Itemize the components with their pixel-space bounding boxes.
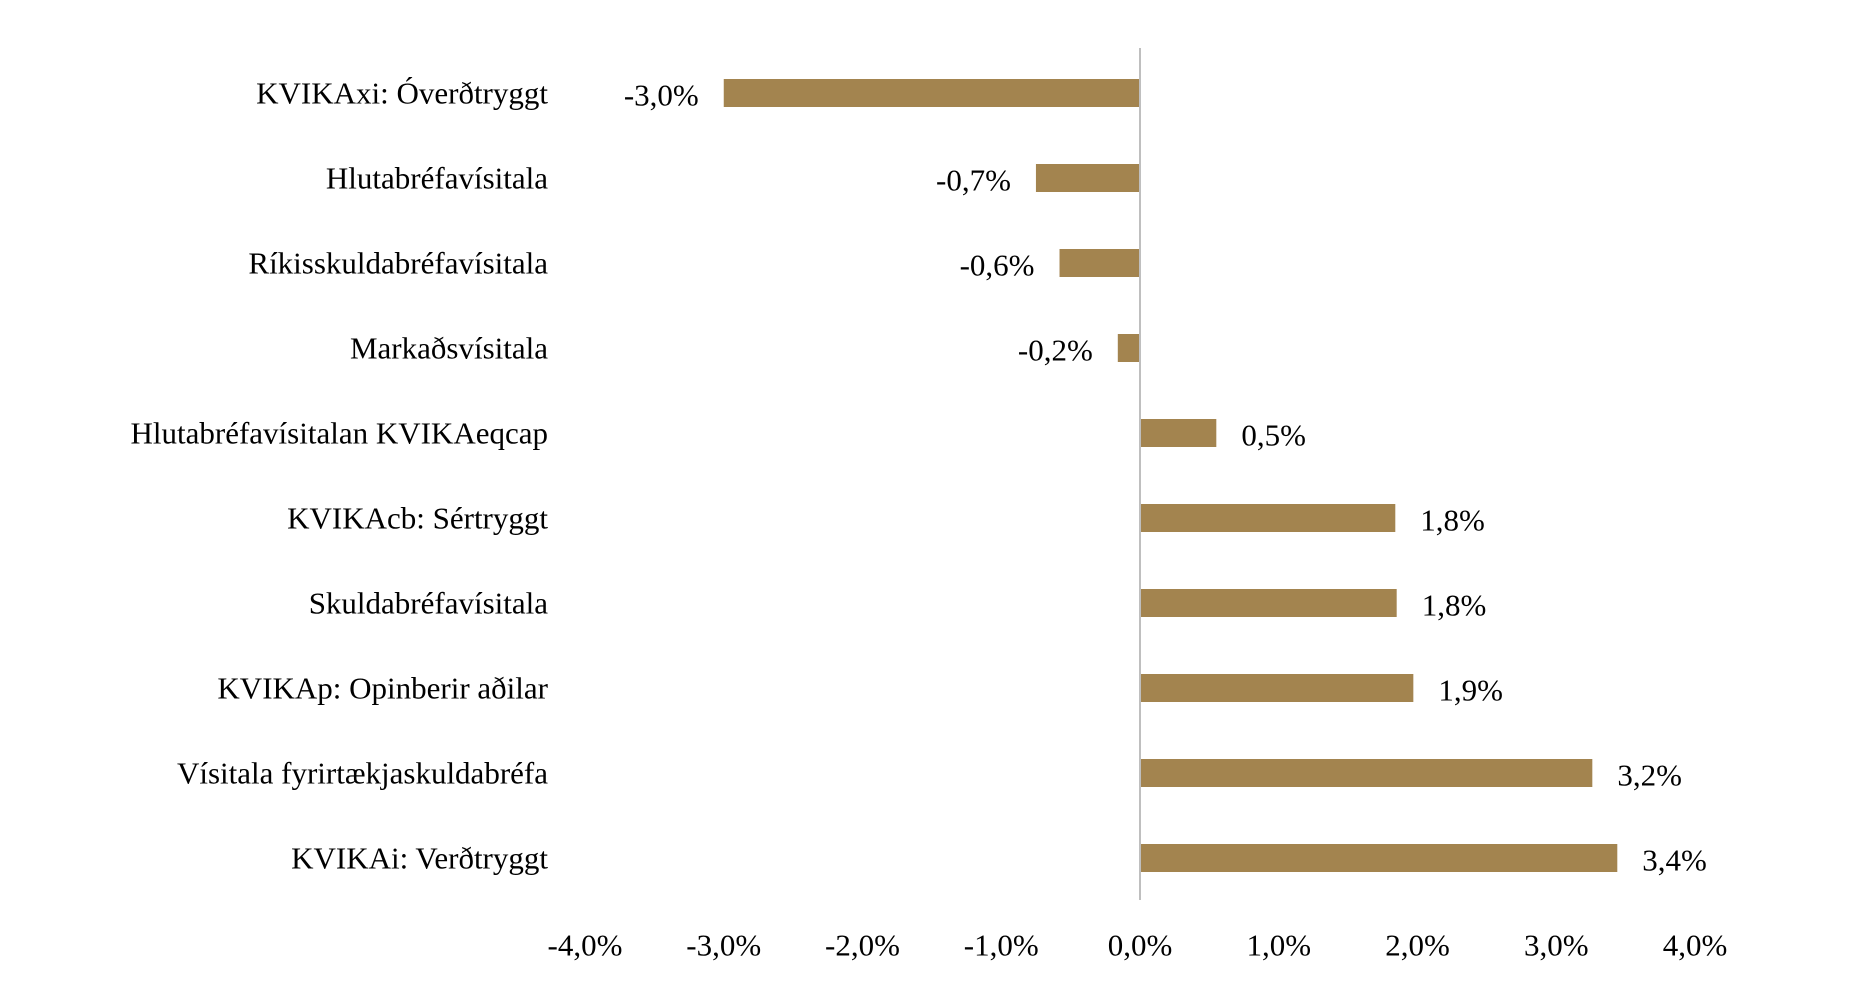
bar bbox=[1059, 249, 1140, 277]
x-tick-label: 2,0% bbox=[1385, 928, 1450, 963]
value-label: 0,5% bbox=[1241, 418, 1306, 453]
category-label: KVIKAp: Opinberir aðilar bbox=[217, 671, 548, 706]
x-tick-label: 1,0% bbox=[1246, 928, 1311, 963]
category-label: Hlutabréfavísitalan KVIKAeqcap bbox=[131, 416, 548, 451]
value-label: 1,8% bbox=[1422, 588, 1487, 623]
bar bbox=[723, 79, 1140, 107]
value-label: 3,2% bbox=[1617, 758, 1682, 793]
x-tick-label: 0,0% bbox=[1108, 928, 1173, 963]
x-tick-label: 3,0% bbox=[1524, 928, 1589, 963]
bar bbox=[1140, 844, 1618, 872]
x-tick-label: -1,0% bbox=[964, 928, 1039, 963]
bar bbox=[1140, 759, 1593, 787]
category-label: Ríkisskuldabréfavísitala bbox=[248, 246, 548, 281]
category-label: Markaðsvísitala bbox=[350, 331, 548, 366]
category-label: KVIKAcb: Sértryggt bbox=[287, 501, 548, 536]
x-tick-label: -2,0% bbox=[825, 928, 900, 963]
value-label: 1,8% bbox=[1420, 503, 1485, 538]
category-label: KVIKAxi: Óverðtryggt bbox=[256, 76, 548, 111]
value-label: -0,6% bbox=[960, 248, 1035, 283]
value-label: 1,9% bbox=[1438, 673, 1503, 708]
bar bbox=[1117, 334, 1140, 362]
value-label: -3,0% bbox=[624, 78, 699, 113]
category-label: Hlutabréfavísitala bbox=[326, 161, 548, 196]
bar bbox=[1140, 504, 1396, 532]
bar bbox=[1140, 419, 1217, 447]
x-tick-label: -4,0% bbox=[548, 928, 623, 963]
value-label: -0,7% bbox=[936, 163, 1011, 198]
bar bbox=[1140, 674, 1414, 702]
bar bbox=[1035, 164, 1140, 192]
bar bbox=[1140, 589, 1397, 617]
x-tick-label: -3,0% bbox=[686, 928, 761, 963]
value-label: -0,2% bbox=[1018, 333, 1093, 368]
category-label: Vísitala fyrirtækjaskuldabréfa bbox=[177, 756, 548, 791]
value-label: 3,4% bbox=[1642, 843, 1707, 878]
category-label: Skuldabréfavísitala bbox=[309, 586, 549, 621]
category-label: KVIKAi: Verðtryggt bbox=[291, 841, 548, 876]
x-tick-label: 4,0% bbox=[1663, 928, 1728, 963]
